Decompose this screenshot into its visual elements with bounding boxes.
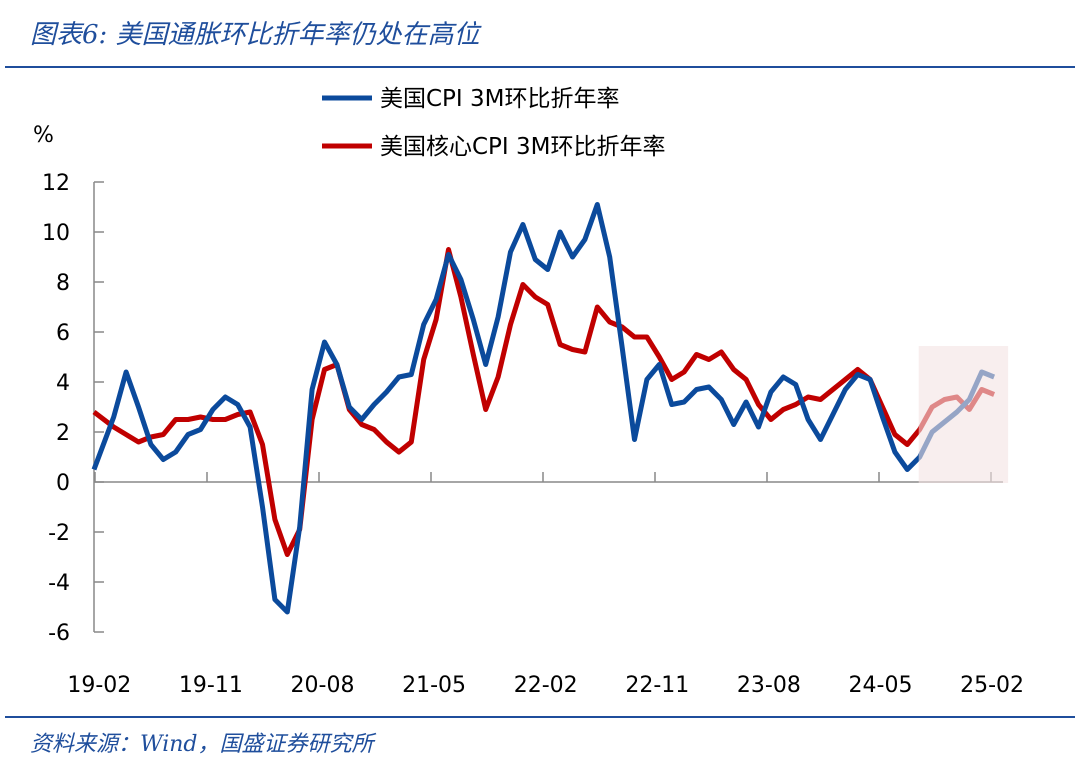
x-tick-label: 22-11	[625, 673, 689, 698]
y-tick-label: 2	[56, 421, 70, 446]
y-tick-label: 0	[56, 471, 70, 496]
y-tick-label: 4	[56, 371, 70, 396]
legend-label-core: 美国核心CPI 3M环比折年率	[380, 134, 666, 160]
x-tick-label: 19-02	[67, 673, 131, 698]
y-tick-label: -2	[48, 521, 70, 546]
y-tick-label: -6	[48, 621, 70, 646]
y-tick-label: 6	[56, 321, 70, 346]
x-tick-label: 22-02	[514, 673, 578, 698]
x-tick-label: 25-02	[960, 673, 1024, 698]
x-tick-label: 23-08	[737, 673, 801, 698]
highlight-region	[918, 346, 1009, 483]
y-tick-label: 12	[42, 171, 70, 196]
y-tick-label: -4	[48, 571, 70, 596]
x-tick-label: 20-08	[291, 673, 355, 698]
x-tick-label: 21-05	[402, 673, 466, 698]
source-note: 资料来源：Wind，国盛证券研究所	[30, 732, 374, 757]
legend: 美国CPI 3M环比折年率 美国核心CPI 3M环比折年率	[322, 86, 666, 160]
legend-label-cpi: 美国CPI 3M环比折年率	[380, 86, 620, 112]
bottom-divider	[5, 716, 1075, 718]
y-tick-label: 8	[56, 271, 70, 296]
cpi-line	[91, 202, 996, 615]
core-cpi-line	[92, 247, 996, 557]
y-axis-unit: %	[33, 123, 54, 148]
x-tick-label: 24-05	[849, 673, 913, 698]
top-divider	[5, 66, 1075, 68]
y-tick-label: 10	[42, 221, 70, 246]
chart-title: 图表6: 美国通胀环比折年率仍处在高位	[30, 20, 480, 50]
x-tick-label: 19-11	[179, 673, 243, 698]
